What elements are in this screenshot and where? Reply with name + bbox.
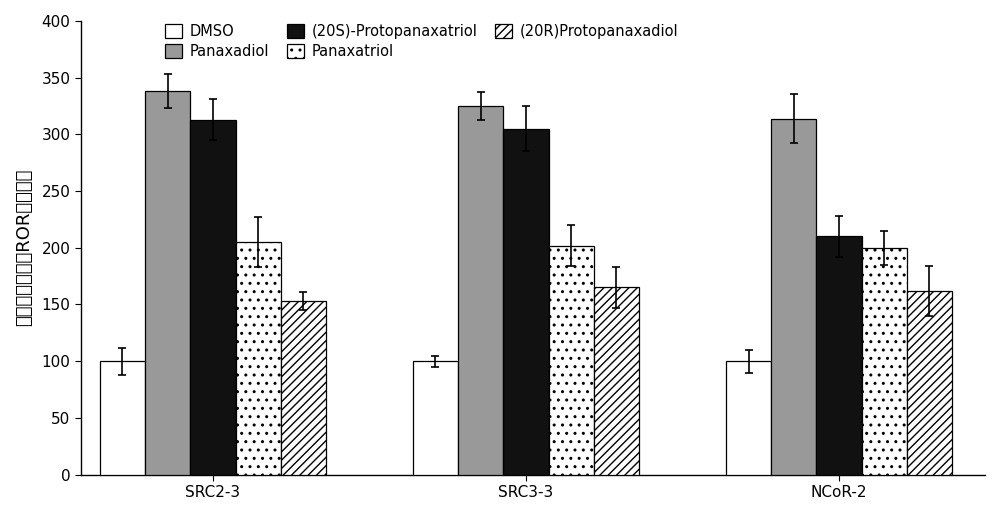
Legend: DMSO, Panaxadiol, (20S)-Protopanaxatriol, Panaxatriol, (20R)Protopanaxadiol: DMSO, Panaxadiol, (20S)-Protopanaxatriol… — [160, 19, 683, 64]
Bar — [771, 118, 816, 475]
Bar — [503, 129, 549, 475]
Bar — [907, 291, 952, 475]
Bar — [862, 248, 907, 475]
Bar — [726, 361, 771, 475]
Bar — [594, 287, 639, 475]
Bar — [190, 119, 236, 475]
Bar — [413, 361, 458, 475]
Y-axis label: 辅调节因子结合ROR相对活性: 辅调节因子结合ROR相对活性 — [15, 169, 33, 327]
Bar — [145, 91, 190, 475]
Bar — [816, 236, 862, 475]
Bar — [281, 301, 326, 475]
Bar — [458, 106, 503, 475]
Bar — [236, 242, 281, 475]
Bar — [549, 246, 594, 475]
Bar — [100, 361, 145, 475]
